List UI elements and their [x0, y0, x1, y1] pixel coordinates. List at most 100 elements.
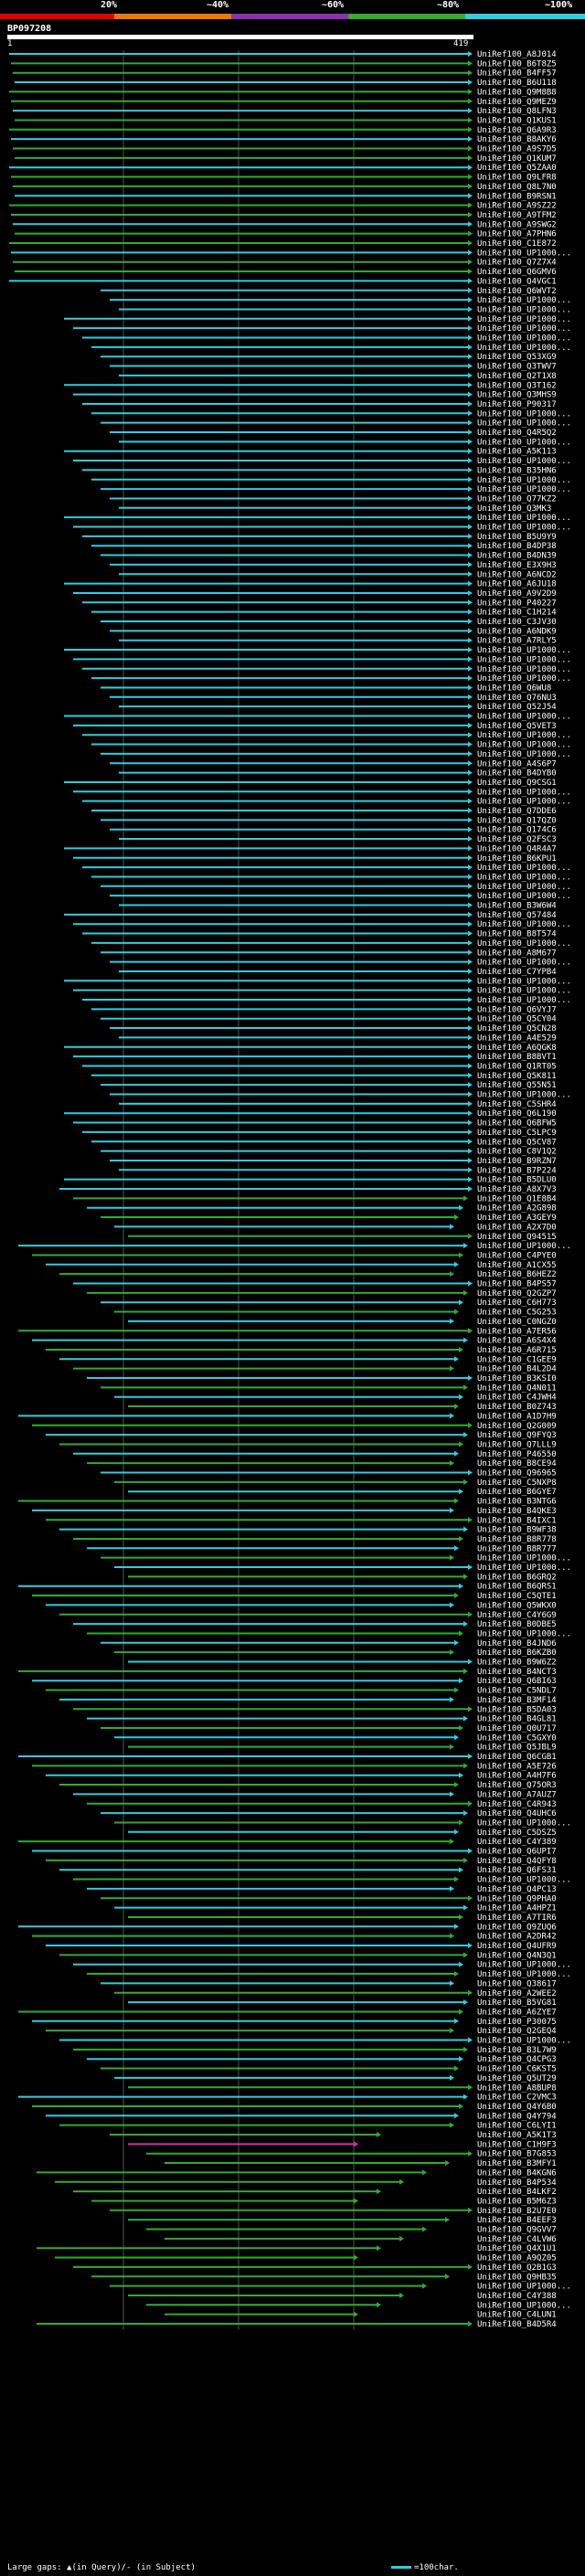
hit-label[interactable]: UniRef100_A4S6P7	[477, 759, 557, 769]
hit-label[interactable]: UniRef100_B4KGN6	[477, 2168, 557, 2178]
hit-label[interactable]: UniRef100_Q6L190	[477, 1109, 557, 1118]
hit-label[interactable]: UniRef100_UP1000...	[477, 655, 571, 664]
hit-label[interactable]: UniRef100_Q5ZAA0	[477, 164, 557, 173]
hit-label[interactable]: UniRef100_UP1000...	[477, 524, 571, 533]
hit-label[interactable]: UniRef100_B8R777	[477, 1544, 557, 1553]
hit-label[interactable]: UniRef100_Q4R4A7	[477, 844, 557, 853]
hit-label[interactable]: UniRef100_Q4CPG3	[477, 2055, 557, 2064]
hit-label[interactable]: UniRef100_Q5CV87	[477, 1138, 557, 1147]
hit-label[interactable]: UniRef100_Q5JBL9	[477, 1744, 557, 1753]
hit-label[interactable]: UniRef100_B3MFY1	[477, 2159, 557, 2168]
hit-label[interactable]: UniRef100_B3W6W4	[477, 902, 557, 911]
hit-label[interactable]: UniRef100_Q6UPI7	[477, 1848, 557, 1857]
hit-label[interactable]: UniRef100_Q4UHC6	[477, 1809, 557, 1818]
hit-label[interactable]: UniRef100_B9RSN1	[477, 192, 557, 201]
hit-label[interactable]: UniRef100_Q1KUM7	[477, 154, 557, 164]
hit-label[interactable]: UniRef100_B5DA03	[477, 1705, 557, 1714]
hit-label[interactable]: UniRef100_Q4PC13	[477, 1885, 557, 1894]
hit-label[interactable]: UniRef100_B4LKF2	[477, 2188, 557, 2197]
hit-label[interactable]: UniRef100_UP1000...	[477, 334, 571, 344]
hit-label[interactable]: UniRef100_B4L2D4	[477, 1365, 557, 1374]
hit-label[interactable]: UniRef100_Q7LLL9	[477, 1440, 557, 1449]
hit-label[interactable]: UniRef100_Q4N3Q1	[477, 1951, 557, 1960]
hit-label[interactable]: UniRef100_B6U118	[477, 79, 557, 88]
hit-label[interactable]: UniRef100_Q6BI63	[477, 1677, 557, 1686]
hit-label[interactable]: UniRef100_Q9ZUQ6	[477, 1923, 557, 1932]
hit-label[interactable]: UniRef100_B4D5R4	[477, 2320, 557, 2329]
hit-label[interactable]: UniRef100_B6KZB0	[477, 1648, 557, 1658]
hit-label[interactable]: UniRef100_Q55N51	[477, 1081, 557, 1090]
hit-label[interactable]: UniRef100_Q17QZ0	[477, 816, 557, 825]
hit-label[interactable]: UniRef100_B4EEF3	[477, 2216, 557, 2225]
hit-label[interactable]: UniRef100_A5E726	[477, 1762, 557, 1771]
hit-label[interactable]: UniRef100_Q1RT05	[477, 1062, 557, 1071]
hit-label[interactable]: UniRef100_Q38617	[477, 1979, 557, 1988]
hit-label[interactable]: UniRef100_Q9GVV7	[477, 2226, 557, 2235]
hit-label[interactable]: UniRef100_C0NGZ0	[477, 1318, 557, 1327]
hit-label[interactable]: UniRef100_Q9LFR8	[477, 174, 557, 183]
hit-label[interactable]: UniRef100_UP1000...	[477, 864, 571, 873]
hit-label[interactable]: UniRef100_Q4VGC1	[477, 277, 557, 286]
hit-label[interactable]: UniRef100_B4JND6	[477, 1639, 557, 1648]
hit-label[interactable]: UniRef100_Q7Z7X4	[477, 259, 557, 268]
hit-label[interactable]: UniRef100_A6JU18	[477, 580, 557, 589]
hit-label[interactable]: UniRef100_Q9MEZ9	[477, 98, 557, 107]
hit-label[interactable]: UniRef100_UP1000...	[477, 977, 571, 986]
hit-label[interactable]: UniRef100_B8CE94	[477, 1459, 557, 1468]
hit-label[interactable]: UniRef100_C5GXY0	[477, 1733, 557, 1743]
hit-label[interactable]: UniRef100_Q3MK3	[477, 504, 551, 514]
hit-label[interactable]: UniRef100_A8BUP8	[477, 2083, 557, 2093]
hit-label[interactable]: UniRef100_UP1000...	[477, 959, 571, 968]
hit-label[interactable]: UniRef100_A1CX55	[477, 1261, 557, 1270]
hit-label[interactable]: UniRef100_UP1000...	[477, 2283, 571, 2292]
hit-label[interactable]: UniRef100_P90317	[477, 400, 557, 409]
hit-label[interactable]: UniRef100_C3JV30	[477, 618, 557, 627]
hit-label[interactable]: UniRef100_A5K113	[477, 448, 557, 457]
hit-label[interactable]: UniRef100_Q6WVT2	[477, 287, 557, 296]
hit-label[interactable]: UniRef100_B5DLU0	[477, 1176, 557, 1185]
hit-label[interactable]: UniRef100_Q9M8B8	[477, 88, 557, 97]
hit-label[interactable]: UniRef100_C4JWH4	[477, 1394, 557, 1403]
hit-label[interactable]: UniRef100_C5G253	[477, 1309, 557, 1318]
hit-label[interactable]: UniRef100_Q4R5Q2	[477, 429, 557, 438]
hit-label[interactable]: UniRef100_UP1000...	[477, 750, 571, 759]
hit-label[interactable]: UniRef100_Q52J54	[477, 703, 557, 712]
hit-label[interactable]: UniRef100_A2WEE2	[477, 1989, 557, 1998]
hit-label[interactable]: UniRef100_A6NDK9	[477, 627, 557, 636]
hit-label[interactable]: UniRef100_A6ZYE7	[477, 2008, 557, 2017]
hit-label[interactable]: UniRef100_Q6GMV6	[477, 268, 557, 277]
hit-label[interactable]: UniRef100_B0Z743	[477, 1403, 557, 1412]
hit-label[interactable]: UniRef100_UP1000...	[477, 939, 571, 949]
hit-label[interactable]: UniRef100_UP1000...	[477, 987, 571, 996]
hit-label[interactable]: UniRef100_Q4QFY8	[477, 1857, 557, 1866]
hit-label[interactable]: UniRef100_UP1000...	[477, 296, 571, 305]
hit-label[interactable]: UniRef100_UP1000...	[477, 305, 571, 314]
hit-label[interactable]: UniRef100_UP1000...	[477, 1091, 571, 1100]
hit-label[interactable]: UniRef100_UP1000...	[477, 1242, 571, 1251]
hit-label[interactable]: UniRef100_B6T8Z5	[477, 59, 557, 69]
hit-label[interactable]: UniRef100_B4PS57	[477, 1280, 557, 1289]
hit-label[interactable]: UniRef100_C5NXP8	[477, 1479, 557, 1488]
hit-label[interactable]: UniRef100_UP1000...	[477, 646, 571, 655]
hit-label[interactable]: UniRef100_UP1000...	[477, 476, 571, 485]
hit-label[interactable]: UniRef100_A4HPZ1	[477, 1904, 557, 1913]
hit-label[interactable]: UniRef100_C1GEE9	[477, 1355, 557, 1364]
hit-label[interactable]: UniRef100_Q5WKX0	[477, 1601, 557, 1610]
hit-label[interactable]: UniRef100_UP1000...	[477, 788, 571, 797]
hit-label[interactable]: UniRef100_Q3MHS9	[477, 391, 557, 400]
hit-label[interactable]: UniRef100_UP1000...	[477, 996, 571, 1005]
hit-label[interactable]: UniRef100_Q5K811	[477, 1072, 557, 1081]
hit-label[interactable]: UniRef100_B3NTG6	[477, 1498, 557, 1507]
hit-label[interactable]: UniRef100_B5M6Z3	[477, 2197, 557, 2206]
hit-label[interactable]: UniRef100_A9QZ05	[477, 2254, 557, 2263]
hit-label[interactable]: UniRef100_UP1000...	[477, 1818, 571, 1828]
hit-label[interactable]: UniRef100_B6HEZ2	[477, 1270, 557, 1279]
hit-label[interactable]: UniRef100_A9SZ22	[477, 202, 557, 211]
hit-label[interactable]: UniRef100_Q2GEQ4	[477, 2027, 557, 2036]
hit-label[interactable]: UniRef100_C6KST5	[477, 2065, 557, 2074]
hit-label[interactable]: UniRef100_Q4X1U1	[477, 2244, 557, 2253]
hit-label[interactable]: UniRef100_A9V2D9	[477, 589, 557, 599]
hit-label[interactable]: UniRef100_Q9CSG1	[477, 779, 557, 788]
hit-label[interactable]: UniRef100_B6KPU1	[477, 854, 557, 864]
hit-label[interactable]: UniRef100_Q4UFR9	[477, 1942, 557, 1951]
